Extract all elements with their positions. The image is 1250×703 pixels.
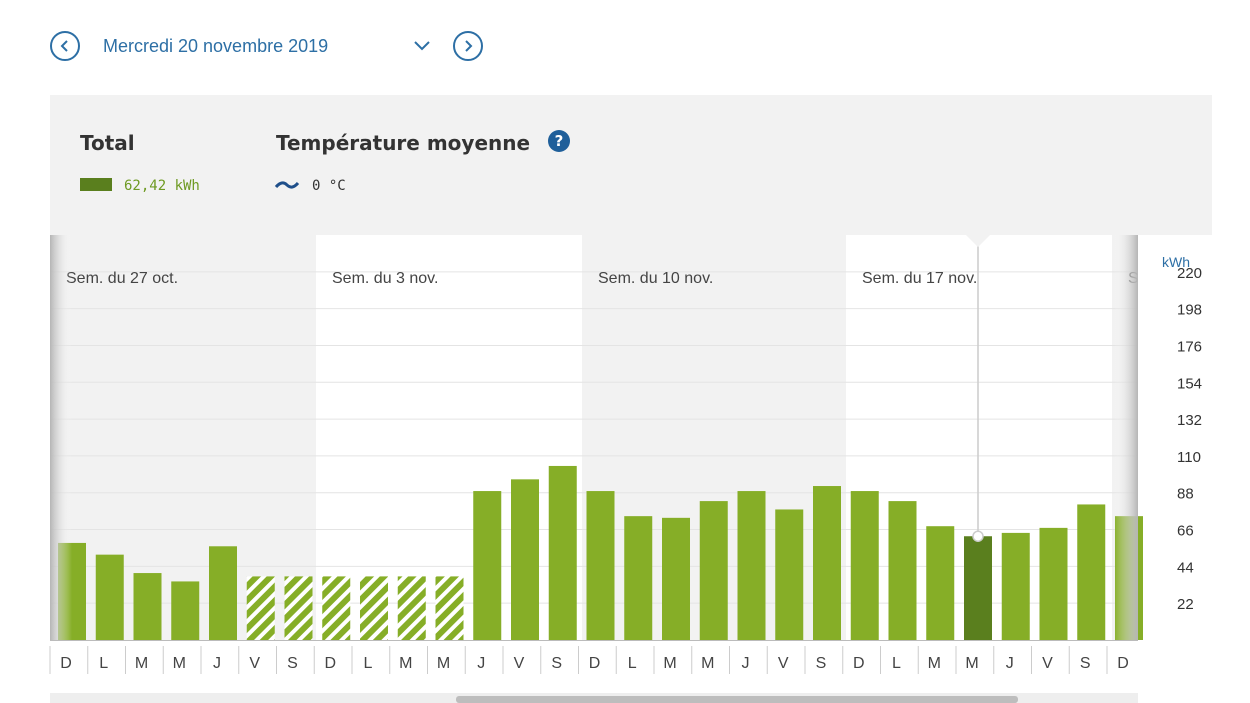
bar-18[interactable] — [737, 491, 766, 640]
bar-2[interactable] — [133, 573, 162, 640]
left-edge-fade — [50, 235, 72, 640]
bar-1[interactable] — [95, 554, 124, 640]
x-tick-label: J — [742, 655, 750, 672]
bar-22[interactable] — [888, 501, 917, 640]
scrollbar-thumb[interactable] — [456, 696, 1018, 703]
bar-15[interactable] — [624, 516, 653, 640]
y-tick-label: 176 — [1177, 338, 1202, 355]
y-tick-label: 220 — [1177, 265, 1202, 282]
bar-14[interactable] — [586, 491, 615, 640]
x-tick-label: M — [965, 655, 978, 672]
x-tick-label: D — [853, 655, 865, 672]
x-tick-label: S — [816, 655, 827, 672]
previous-day-button[interactable] — [50, 31, 80, 61]
chevron-right-icon — [465, 40, 473, 52]
x-tick-label: J — [1006, 655, 1014, 672]
x-tick-label: S — [551, 655, 562, 672]
x-tick-label: M — [663, 655, 676, 672]
bar-7[interactable] — [322, 576, 351, 640]
bar-9[interactable] — [397, 576, 426, 640]
total-title: Total — [80, 131, 135, 155]
bar-17[interactable] — [699, 501, 728, 640]
bar-13[interactable] — [548, 465, 577, 640]
help-button[interactable]: ? — [548, 130, 570, 152]
temperature-line-icon — [274, 181, 300, 189]
next-day-button[interactable] — [453, 31, 483, 61]
x-tick-label: V — [1042, 655, 1053, 672]
x-tick-label: S — [1080, 655, 1091, 672]
x-tick-label: M — [437, 655, 450, 672]
bar-21[interactable] — [850, 491, 879, 640]
date-picker-toggle[interactable] — [412, 38, 432, 57]
x-tick-label: D — [324, 655, 336, 672]
y-axis-unit: kWh — [1162, 254, 1190, 270]
chevron-down-icon — [414, 41, 430, 51]
week-band — [50, 235, 316, 640]
y-tick-label: 88 — [1177, 486, 1194, 503]
chevron-left-icon — [60, 40, 68, 52]
x-tick-label: V — [778, 655, 789, 672]
bar-23[interactable] — [926, 526, 955, 640]
x-tick-label: L — [364, 655, 373, 672]
y-tick-label: 66 — [1177, 523, 1194, 540]
current-date-label[interactable]: Mercredi 20 novembre 2019 — [103, 36, 329, 56]
bar-25[interactable] — [1001, 532, 1030, 640]
bar-3[interactable] — [171, 581, 200, 640]
x-tick-label: D — [1117, 655, 1129, 672]
bar-24[interactable] — [964, 536, 992, 640]
chart-scrollbar[interactable] — [50, 693, 1138, 703]
bar-4[interactable] — [209, 546, 237, 640]
y-tick-label: 198 — [1177, 302, 1202, 319]
bar-5[interactable] — [246, 576, 275, 640]
x-tick-label: L — [99, 655, 108, 672]
bar-27[interactable] — [1077, 504, 1106, 640]
bar-16[interactable] — [662, 517, 690, 640]
y-tick-label: 110 — [1177, 449, 1201, 466]
x-tick-label: M — [173, 655, 186, 672]
right-edge-fade — [1114, 235, 1138, 640]
legend-panel: Total 62,42 kWh Température moyenne ? 0 … — [50, 95, 1212, 235]
x-tick-label: J — [477, 655, 485, 672]
x-tick-label: V — [514, 655, 525, 672]
week-label: Sem. du 3 nov. — [332, 270, 438, 287]
week-label: Sem. du 10 nov. — [598, 270, 713, 287]
bar-26[interactable] — [1039, 527, 1068, 640]
x-tick-label: L — [892, 655, 901, 672]
y-tick-label: 132 — [1177, 412, 1202, 429]
temperature-value: 0 °C — [312, 178, 346, 194]
bar-11[interactable] — [473, 491, 502, 640]
question-circle-icon: ? — [554, 132, 564, 150]
total-swatch — [80, 178, 112, 191]
x-tick-label: V — [249, 655, 260, 672]
bar-8[interactable] — [360, 576, 388, 640]
temperature-title: Température moyenne — [276, 131, 531, 155]
x-tick-label: S — [287, 655, 298, 672]
y-tick-label: 22 — [1177, 596, 1194, 613]
selection-dot — [972, 530, 984, 542]
x-tick-label: J — [213, 655, 221, 672]
bar-20[interactable] — [813, 486, 841, 640]
bar-19[interactable] — [775, 509, 804, 640]
x-tick-label: M — [399, 655, 412, 672]
date-navigation: Mercredi 20 novembre 2019 — [50, 31, 550, 65]
x-tick-label: M — [928, 655, 941, 672]
x-tick-label: D — [60, 655, 72, 672]
bar-6[interactable] — [284, 576, 313, 640]
y-tick-label: 154 — [1177, 375, 1202, 392]
week-label: Sem. du 27 oct. — [66, 270, 178, 287]
total-value: 62,42 kWh — [124, 178, 200, 194]
week-label: Sem. du 17 nov. — [862, 270, 977, 287]
bar-12[interactable] — [511, 479, 539, 640]
x-tick-label: L — [628, 655, 637, 672]
y-tick-label: 44 — [1177, 559, 1194, 576]
x-tick-label: M — [701, 655, 714, 672]
x-tick-label: D — [589, 655, 601, 672]
bar-10[interactable] — [435, 576, 464, 640]
consumption-chart: Sem. du 27 oct. Sem. du 3 nov. Sem. du 10 … — [49, 235, 1202, 674]
selection-pointer — [966, 235, 990, 247]
x-tick-label: M — [135, 655, 148, 672]
